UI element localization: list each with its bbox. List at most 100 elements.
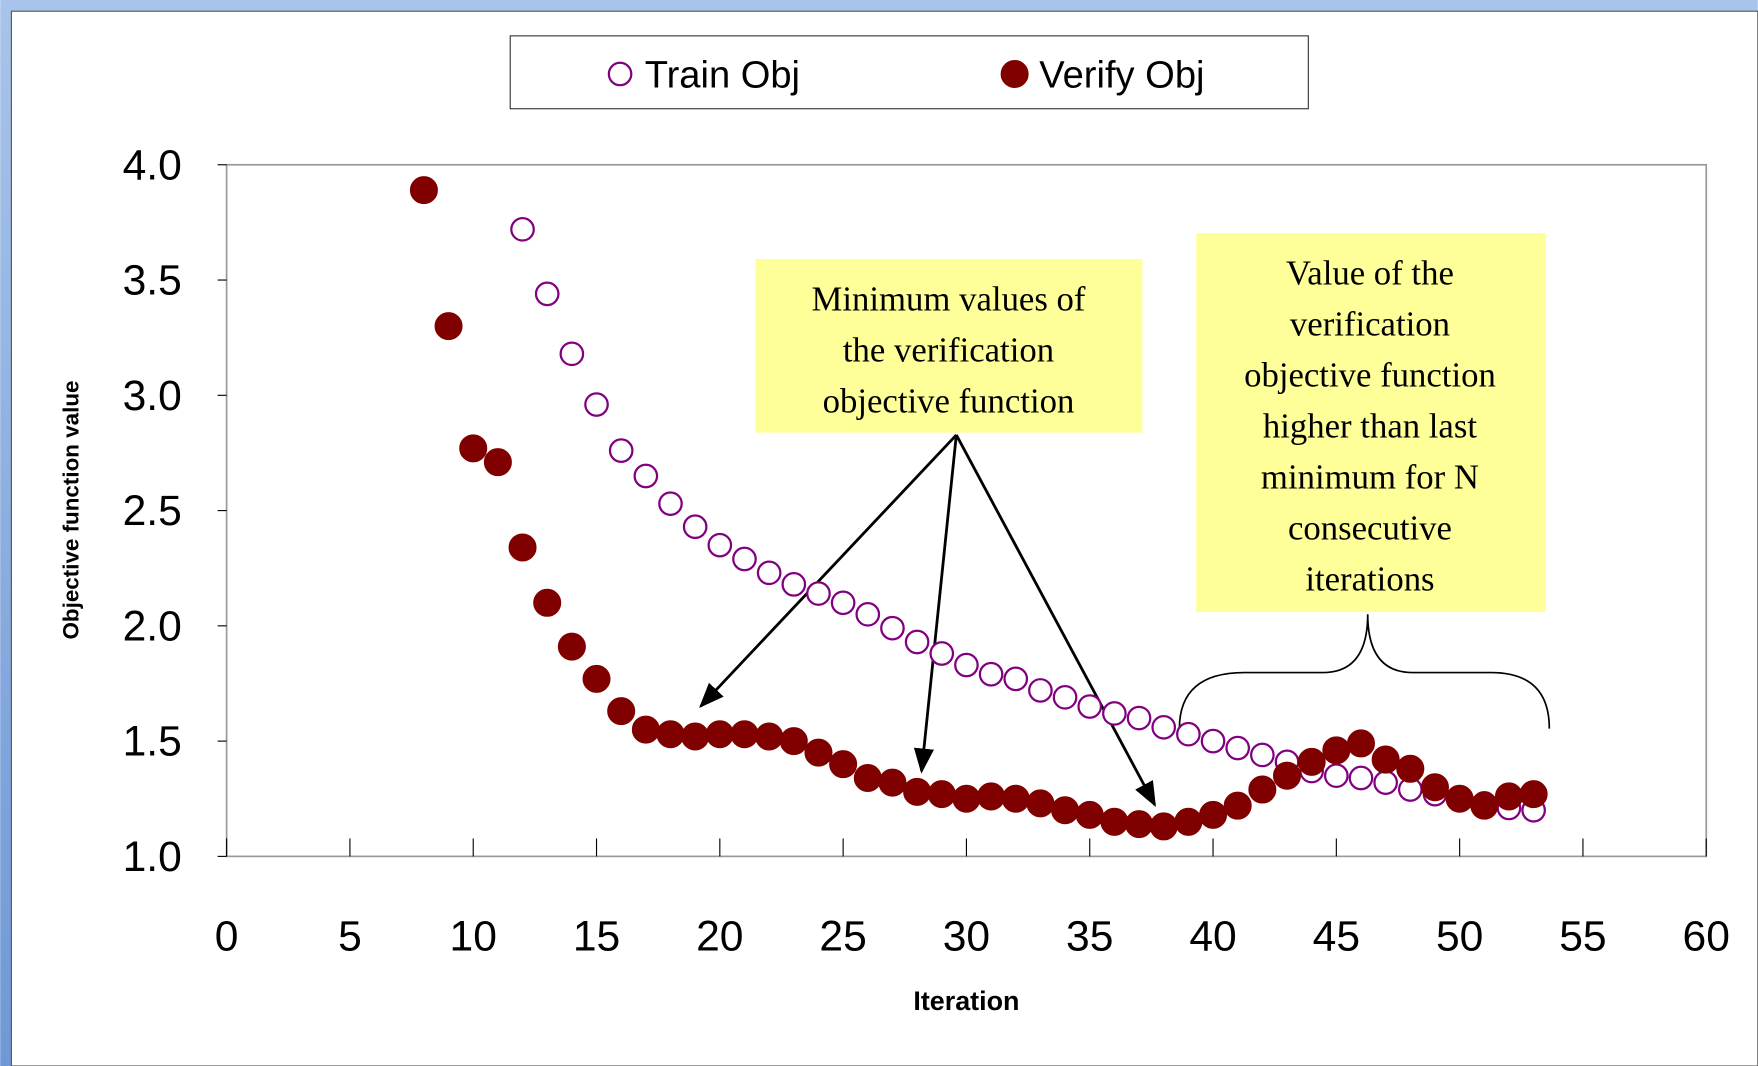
data-point xyxy=(1176,721,1201,747)
data-point xyxy=(1200,728,1226,754)
arrow xyxy=(913,434,958,774)
data-point xyxy=(756,560,782,586)
data-point xyxy=(557,632,586,661)
x-tick-label: 50 xyxy=(1436,913,1483,961)
data-point xyxy=(1223,791,1252,820)
arrows xyxy=(699,433,1156,808)
y-tick-label: 3.0 xyxy=(123,372,182,420)
arrow xyxy=(699,433,958,709)
data-point xyxy=(682,514,708,540)
annotation-text: minimum for N xyxy=(1261,458,1479,497)
data-point xyxy=(631,715,660,744)
data-point xyxy=(409,176,438,205)
legend xyxy=(509,35,1309,110)
data-point xyxy=(1250,742,1275,768)
annotation-text: Minimum values of xyxy=(811,279,1085,318)
arrow xyxy=(955,434,1156,808)
data-point xyxy=(781,572,807,597)
x-tick-label: 55 xyxy=(1559,913,1606,961)
brace xyxy=(1178,614,1551,729)
annotation-box xyxy=(1196,233,1546,613)
x-tick-label: 25 xyxy=(819,913,866,961)
x-axis-label: Iteration xyxy=(913,986,1019,1016)
data-point xyxy=(1028,678,1053,703)
data-point xyxy=(978,661,1004,687)
data-point xyxy=(1273,761,1302,790)
x-tick-label: 60 xyxy=(1683,913,1730,961)
data-point xyxy=(1348,765,1374,791)
data-point xyxy=(804,738,833,767)
data-point xyxy=(1494,782,1523,811)
data-point xyxy=(1420,773,1449,802)
legend-label: Train Obj xyxy=(645,54,800,96)
data-point xyxy=(1470,791,1499,820)
data-point xyxy=(1075,800,1104,829)
data-point xyxy=(1519,780,1548,809)
x-tick-label: 35 xyxy=(1066,913,1113,961)
data-point xyxy=(533,588,562,617)
data-point xyxy=(755,722,784,751)
data-point xyxy=(830,590,856,616)
y-tick-label: 1.0 xyxy=(123,833,182,881)
data-point xyxy=(1102,701,1127,726)
data-point xyxy=(656,720,685,749)
data-point xyxy=(779,727,808,756)
data-point xyxy=(1297,747,1326,776)
x-tick-label: 0 xyxy=(215,913,239,961)
data-point xyxy=(508,533,537,562)
data-point xyxy=(1026,789,1055,818)
annotation-text: higher than last xyxy=(1263,407,1477,446)
data-point xyxy=(483,448,512,477)
annotation-text: verification xyxy=(1290,305,1450,344)
x-tick-label: 45 xyxy=(1313,913,1360,961)
annotation-text: the verification xyxy=(843,330,1054,369)
y-axis-label: Objective function value xyxy=(59,381,84,640)
data-point xyxy=(855,601,881,627)
data-point xyxy=(705,720,734,749)
y-tick-label: 2.0 xyxy=(123,602,182,650)
x-tick-label: 15 xyxy=(573,913,620,961)
data-point xyxy=(434,312,463,341)
data-point xyxy=(1445,784,1474,813)
data-point xyxy=(681,722,710,751)
annotation-text: objective function xyxy=(823,382,1075,421)
annotation-text: iterations xyxy=(1305,560,1434,599)
annotation-box xyxy=(755,258,1143,433)
data-point xyxy=(1373,770,1398,795)
data-point xyxy=(1324,763,1349,789)
data-point xyxy=(608,438,634,463)
data-point xyxy=(1126,705,1152,731)
data-point xyxy=(1322,736,1351,765)
data-point xyxy=(1077,694,1103,719)
y-tick-label: 4.0 xyxy=(123,141,182,189)
x-tick-label: 30 xyxy=(943,913,990,961)
data-point xyxy=(1225,735,1251,761)
annotation-text: consecutive xyxy=(1288,509,1452,548)
data-point xyxy=(607,697,636,726)
data-point xyxy=(584,392,609,417)
legend-marker xyxy=(607,61,633,87)
data-point xyxy=(1396,754,1425,783)
data-point xyxy=(880,615,905,641)
data-point xyxy=(459,434,488,463)
data-point xyxy=(878,768,907,797)
marks: 0 5 10 15 20 25 30 35 40 45 50 55 60 1.0 1.5 2.0 2.5 3.0 3… xyxy=(123,54,1730,960)
data-point xyxy=(1149,812,1178,841)
data-point xyxy=(1199,800,1228,829)
data-point xyxy=(1371,745,1400,774)
data-point xyxy=(1248,775,1277,804)
data-point xyxy=(952,784,981,813)
data-point xyxy=(658,491,683,516)
data-point xyxy=(853,763,882,793)
data-point xyxy=(732,546,757,572)
data-point xyxy=(534,281,560,307)
y-tick-label: 3.5 xyxy=(123,257,182,305)
data-point xyxy=(806,581,831,606)
data-point xyxy=(1125,810,1154,839)
data-point xyxy=(954,652,979,678)
y-tick-label: 1.5 xyxy=(123,718,182,766)
y-tick-label: 2.5 xyxy=(123,487,182,535)
data-point xyxy=(1052,684,1078,710)
annotation-text: objective function xyxy=(1244,356,1496,395)
